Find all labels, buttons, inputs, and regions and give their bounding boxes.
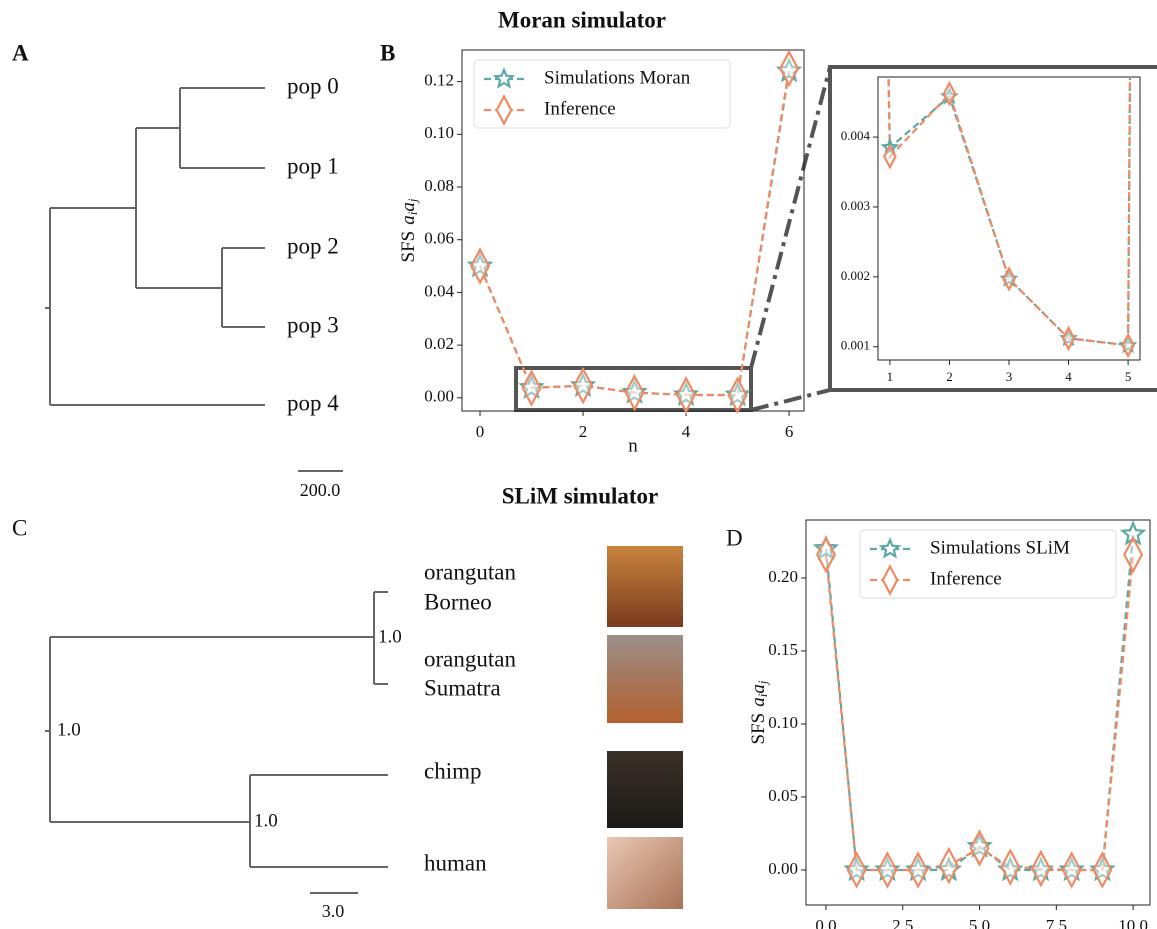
legend-label: Inference: [930, 568, 1002, 589]
panel-label: A: [12, 40, 29, 65]
title: SLiM simulator: [502, 483, 659, 508]
photo: [607, 837, 683, 909]
data-point: [729, 379, 747, 412]
y-tick-label: 0.15: [768, 640, 798, 659]
y-axis-label-part: a: [748, 697, 769, 707]
data-point: [1094, 853, 1112, 886]
y-tick-label: 0.004: [841, 128, 871, 143]
data-point: [1003, 268, 1014, 289]
panel-label: C: [12, 515, 27, 540]
y-tick-label: 0.08: [424, 176, 454, 195]
leaf-label: pop 3: [287, 312, 339, 337]
y-axis-label: SFSaiaj: [748, 680, 770, 744]
support-label: 1.0: [57, 719, 81, 740]
leaf-label: orangutan: [424, 646, 516, 671]
x-tick-label: 0: [476, 422, 485, 441]
x-tick-label: 1: [887, 369, 894, 384]
scale-label: 3.0: [322, 901, 345, 921]
series-line: [830, 0, 1157, 345]
leaf-label: pop 2: [287, 233, 339, 258]
y-axis-label-part: a: [398, 202, 419, 212]
data-point: [677, 378, 695, 411]
y-tick-label: 0.05: [768, 786, 798, 805]
y-tick-label: 0.00: [424, 387, 454, 406]
x-axis-label: n: [628, 435, 638, 456]
x-tick-label: 10.0: [1118, 916, 1148, 929]
scale-label: 200.0: [300, 480, 341, 500]
tree-c: [45, 592, 388, 893]
x-tick-label: 2: [579, 422, 588, 441]
data-point: [1122, 335, 1133, 356]
leaf-label: pop 1: [287, 153, 339, 178]
y-tick-label: 0.003: [841, 198, 870, 213]
series-line: [830, 0, 1157, 345]
legend-label: Inference: [544, 98, 616, 119]
x-tick-label: 5: [1125, 369, 1132, 384]
data-point: [1032, 852, 1050, 885]
y-tick-label: 0.00: [768, 859, 798, 878]
data-point: [1063, 853, 1081, 886]
x-tick-label: 2: [946, 369, 953, 384]
data-point: [1063, 328, 1074, 349]
title: Moran simulator: [498, 7, 666, 32]
data-point: [471, 250, 489, 283]
panel-label: D: [726, 525, 743, 550]
data-point: [817, 538, 835, 571]
x-tick-label: 4: [1065, 369, 1072, 384]
y-tick-label: 0.04: [424, 281, 454, 300]
data-point: [523, 372, 541, 405]
legend-label: Simulations Moran: [544, 67, 691, 88]
y-tick-label: 0.001: [841, 338, 870, 353]
y-axis-label-part: a: [398, 215, 419, 225]
data-point: [879, 853, 897, 886]
x-tick-label: 5.0: [969, 916, 990, 929]
photo: [607, 751, 683, 828]
legend-label: Simulations SLiM: [930, 537, 1070, 558]
leaf-label: human: [424, 850, 487, 875]
y-axis-label-part: SFS: [398, 231, 419, 263]
leaf-label: Sumatra: [424, 675, 501, 700]
plot-frame: [878, 77, 1140, 360]
data-point: [971, 832, 989, 865]
y-axis-label-part: SFS: [748, 713, 769, 745]
support-label: 1.0: [254, 810, 278, 831]
data-point: [848, 853, 866, 886]
leaf-label: pop 0: [287, 73, 339, 98]
y-tick-label: 0.06: [424, 229, 454, 248]
series-line: [826, 555, 1133, 870]
x-tick-label: 0.0: [815, 916, 836, 929]
photo: [607, 546, 683, 627]
x-tick-label: 3: [1006, 369, 1013, 384]
y-axis-label-part: a: [748, 684, 769, 694]
support-label: 1.0: [378, 626, 402, 647]
figure: A B C D Moran simulator SLiM simulator p…: [0, 0, 1157, 929]
x-tick-label: 2.5: [892, 916, 913, 929]
leaf-label: Borneo: [424, 589, 492, 614]
y-axis-label: SFSaiaj: [398, 198, 420, 262]
data-point: [574, 369, 592, 402]
leaf-label: orangutan: [424, 559, 516, 584]
y-tick-label: 0.20: [768, 567, 798, 586]
inset-plot: [824, 0, 1157, 356]
leaf-label: chimp: [424, 758, 482, 783]
leaf-label: pop 4: [287, 390, 339, 415]
y-tick-label: 0.12: [424, 71, 454, 90]
y-tick-label: 0.10: [424, 123, 454, 142]
y-tick-label: 0.02: [424, 334, 454, 353]
x-tick-label: 6: [785, 422, 794, 441]
panel-label: B: [380, 40, 395, 65]
y-tick-label: 0.10: [768, 713, 798, 732]
data-point: [909, 853, 927, 886]
x-tick-label: 4: [682, 422, 691, 441]
x-tick-label: 7.5: [1046, 916, 1067, 929]
data-point: [626, 376, 644, 409]
photo: [607, 635, 683, 723]
y-tick-label: 0.002: [841, 268, 870, 283]
